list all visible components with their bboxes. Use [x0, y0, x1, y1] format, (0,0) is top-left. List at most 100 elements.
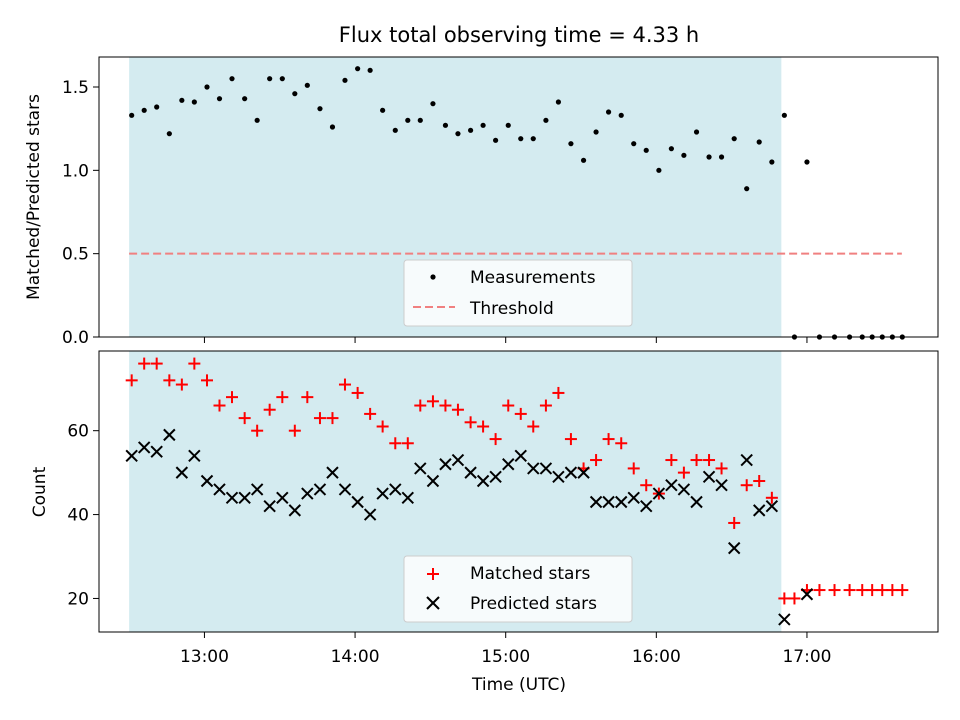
- predicted-star-point: [702, 470, 716, 484]
- measurement-point: [480, 122, 486, 128]
- matched-star-point: [765, 491, 778, 504]
- matched-star-point: [640, 479, 653, 492]
- measurement-point: [405, 117, 411, 123]
- matched-star-point: [477, 420, 490, 433]
- matched-star-point: [539, 399, 552, 412]
- matched-star-point: [828, 584, 841, 597]
- measurement-point: [267, 76, 273, 82]
- predicted-star-point: [175, 466, 189, 479]
- matched-star-point: [813, 584, 826, 597]
- matched-star-point: [843, 584, 856, 597]
- matched-star-point: [502, 399, 515, 412]
- predicted-star-point: [351, 495, 364, 509]
- measurement-point: [493, 137, 499, 143]
- predicted-star-point: [765, 499, 779, 513]
- measurement-point: [329, 124, 336, 130]
- measurement-point: [804, 159, 810, 165]
- matched-legend-marker: [427, 568, 439, 580]
- top-axes-frame: [98, 56, 939, 338]
- measurement-point: [154, 104, 160, 110]
- predicted-star-point: [489, 470, 502, 484]
- matched-star-point: [351, 386, 364, 399]
- matched-star-point: [527, 420, 540, 433]
- bottom-legend: Matched stars Predicted stars: [403, 555, 633, 623]
- predicted-star-point: [225, 491, 239, 504]
- predicted-star-point: [539, 462, 553, 475]
- measurements-legend-marker: [430, 274, 436, 280]
- measurement-point: [681, 152, 687, 158]
- matched-star-point: [677, 466, 690, 479]
- predicted-star-point: [301, 487, 314, 500]
- measurement-point: [580, 157, 587, 163]
- measurement-point: [367, 67, 373, 73]
- legend-predicted-stars: Predicted stars: [470, 594, 597, 614]
- measurement-point: [417, 117, 423, 123]
- measurement-point: [216, 96, 223, 102]
- measurement-point: [568, 141, 574, 147]
- predicted-star-point: [313, 483, 327, 496]
- top-legend-box: [403, 259, 633, 327]
- measurement-point: [317, 106, 323, 112]
- x-tick-label: 17:00: [782, 647, 831, 667]
- predicted-star-point: [615, 495, 628, 509]
- measurement-point: [706, 154, 712, 160]
- predicted-star-point: [137, 441, 151, 454]
- matched-star-point: [201, 374, 214, 387]
- predicted-star-point: [715, 479, 728, 492]
- measurement-point: [718, 154, 725, 160]
- y-tick-label: 60: [67, 422, 89, 442]
- predicted-star-point: [527, 462, 540, 475]
- predicted-star-point: [690, 495, 703, 509]
- matched-star-point: [238, 412, 251, 425]
- predicted-star-point: [640, 499, 653, 513]
- predicted-star-point: [778, 613, 791, 626]
- matched-star-point: [313, 412, 326, 425]
- measurement-point: [744, 186, 750, 192]
- predicted-star-point: [602, 495, 615, 509]
- bottom-y-axis-label: Count: [30, 466, 50, 517]
- predicted-star-point: [389, 483, 402, 496]
- matched-star-point: [338, 378, 351, 391]
- top-legend: Measurements Threshold: [403, 259, 633, 327]
- measurement-point: [179, 97, 185, 103]
- matched-star-point: [301, 391, 314, 404]
- measurement-point: [279, 76, 285, 82]
- matched-star-point: [414, 399, 427, 412]
- y-tick-label: 1.5: [62, 78, 89, 98]
- matched-star-point: [778, 592, 791, 605]
- measurement-point: [166, 131, 172, 137]
- x-tick-label: 15:00: [481, 647, 530, 667]
- matched-star-point: [627, 462, 640, 475]
- predicted-star-point: [652, 487, 666, 500]
- matched-star-point: [690, 454, 703, 467]
- matched-star-point: [213, 399, 226, 412]
- matched-star-point: [150, 357, 163, 370]
- predicted-star-point: [213, 483, 226, 496]
- measurement-point: [254, 117, 260, 123]
- measurement-point: [455, 131, 461, 137]
- top-x-ticks: [203, 337, 808, 343]
- matched-star-point: [489, 433, 502, 446]
- bottom-axes-frame: [98, 350, 939, 633]
- y-tick-label: 40: [67, 506, 89, 526]
- y-tick-label: 1.0: [62, 161, 89, 181]
- top-points: [129, 66, 905, 340]
- measurement-point: [643, 147, 649, 153]
- measurement-point: [229, 76, 235, 82]
- predicted-star-point: [326, 466, 339, 479]
- measurement-point: [242, 96, 248, 102]
- measurement-point: [342, 77, 348, 83]
- measurement-point: [631, 141, 637, 147]
- predicted-star-point: [740, 453, 753, 467]
- x-axis-label: Time (UTC): [471, 675, 566, 695]
- measurement-point: [304, 82, 310, 88]
- matched-star-point: [389, 437, 402, 450]
- top-y-axis-label: Matched/Predicted stars: [24, 94, 44, 300]
- matched-star-point: [263, 403, 276, 416]
- matched-star-point: [866, 584, 879, 597]
- x-tick-label: 16:00: [632, 647, 681, 667]
- measurement-point: [543, 117, 549, 123]
- matched-star-point: [552, 386, 565, 399]
- predicted-stars-points: [125, 428, 814, 626]
- matched-star-point: [665, 454, 678, 467]
